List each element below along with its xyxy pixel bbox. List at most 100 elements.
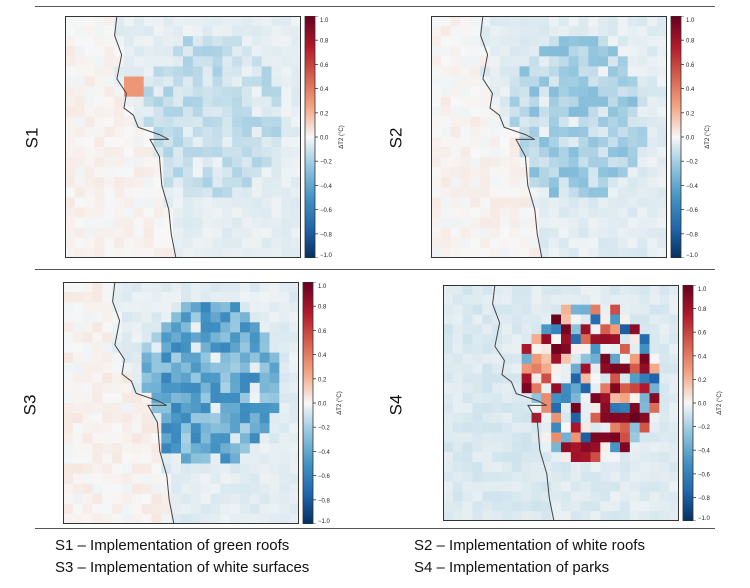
heatmap-cell [143,157,154,168]
heatmap-cell [122,463,133,475]
heatmap-cell [220,513,231,524]
heatmap-cell [558,56,570,67]
heatmap-cell [578,217,589,229]
heatmap-cell [570,285,582,296]
heatmap-cell [181,473,192,485]
heatmap-cell [271,167,282,178]
heatmap-cell [271,36,282,47]
heatmap-cell [519,157,530,168]
colorbar-tick-label: 0.0 [686,136,695,142]
heatmap-cell [82,382,93,394]
heatmap-cell [65,116,76,128]
heatmap-cell [74,237,86,249]
heatmap-cell [289,473,299,485]
heatmap-cell [649,373,660,384]
heatmap-cell [529,177,540,188]
heatmap-cell [153,26,164,37]
heatmap-cell [637,157,648,168]
heatmap-cell [470,66,481,77]
heatmap-cell [580,324,591,335]
heatmap-cell [183,126,194,138]
heatmap-cell [171,433,182,444]
colorbar-tick-label: 0.0 [698,402,707,408]
heatmap-cell [192,247,204,258]
heatmap-cell [480,16,491,27]
heatmap-cell [163,46,174,57]
heatmap-cell [230,463,241,475]
heatmap-cell [551,373,562,384]
heatmap-cell [649,294,660,306]
heatmap-cell [462,353,473,365]
heatmap-cell [620,432,631,443]
heatmap-cell [511,501,523,512]
heatmap-cell [490,177,501,188]
heatmap-cell [541,412,552,424]
heatmap-cell [490,167,501,178]
heatmap-cell [181,382,192,394]
heatmap-cell [639,373,650,384]
heatmap-cell [590,353,601,365]
heatmap-cell [102,372,113,384]
heatmap-cell [289,382,299,394]
heatmap-cell [452,462,464,473]
heatmap-cell [637,36,648,47]
heatmap-cell [72,332,84,343]
heatmap-cell [502,501,513,512]
heatmap-cell [531,422,542,433]
heatmap-cell [480,167,491,178]
heatmap-cell [281,187,292,198]
heatmap-cell [551,314,562,325]
heatmap-cell [460,86,471,98]
heatmap-cell [143,36,154,47]
heatmap-cell [598,96,609,108]
heatmap-cell [617,187,629,198]
heatmap-cell [511,481,523,492]
heatmap-cell [65,247,76,258]
heatmap-cell [620,294,631,306]
heatmap-cell [443,452,454,463]
heatmap-cell [92,483,103,495]
heatmap-cell [173,177,184,188]
heatmap-cell [511,314,523,325]
heatmap-cell [202,147,213,158]
heatmap-cell [289,282,299,293]
heatmap-cell [669,432,679,443]
heatmap-cell [482,511,493,521]
heatmap-cell [610,432,621,443]
heatmap-cell [112,423,123,434]
heatmap-cell [72,403,84,414]
heatmap-cell [82,513,93,524]
heatmap-cell [482,285,493,296]
heatmap-cell [269,302,280,313]
heatmap-cell [72,292,84,303]
heatmap-cell [482,344,493,355]
heatmap-cell [490,86,501,98]
heatmap-cell [212,16,223,27]
heatmap-cell [470,137,481,148]
heatmap-cell [183,76,194,88]
heatmap-cell [541,304,552,315]
heatmap-cell [269,292,280,303]
heatmap-cell [472,491,483,502]
heatmap-cell [212,137,223,148]
coastline [480,16,543,258]
heatmap-cell [637,26,648,37]
heatmap-cell [192,56,204,67]
heatmap-cell [531,373,542,384]
heatmap-cell [627,247,638,258]
heatmap-cell [470,247,481,258]
heatmap-cell [580,412,591,424]
heatmap-cell [104,157,115,168]
heatmap-cell [63,292,74,303]
heatmap-cell [141,413,152,424]
heatmap-cell [462,422,473,433]
heatmap-cell [279,453,290,464]
heatmap-cell [163,36,174,47]
heatmap-cell [210,292,221,303]
heatmap-cell [259,362,270,374]
heatmap-cell [131,322,143,333]
heatmap-cell [202,247,213,258]
heatmap-cell [659,442,670,453]
heatmap-cell [222,247,233,258]
heatmap-cell [240,483,251,495]
